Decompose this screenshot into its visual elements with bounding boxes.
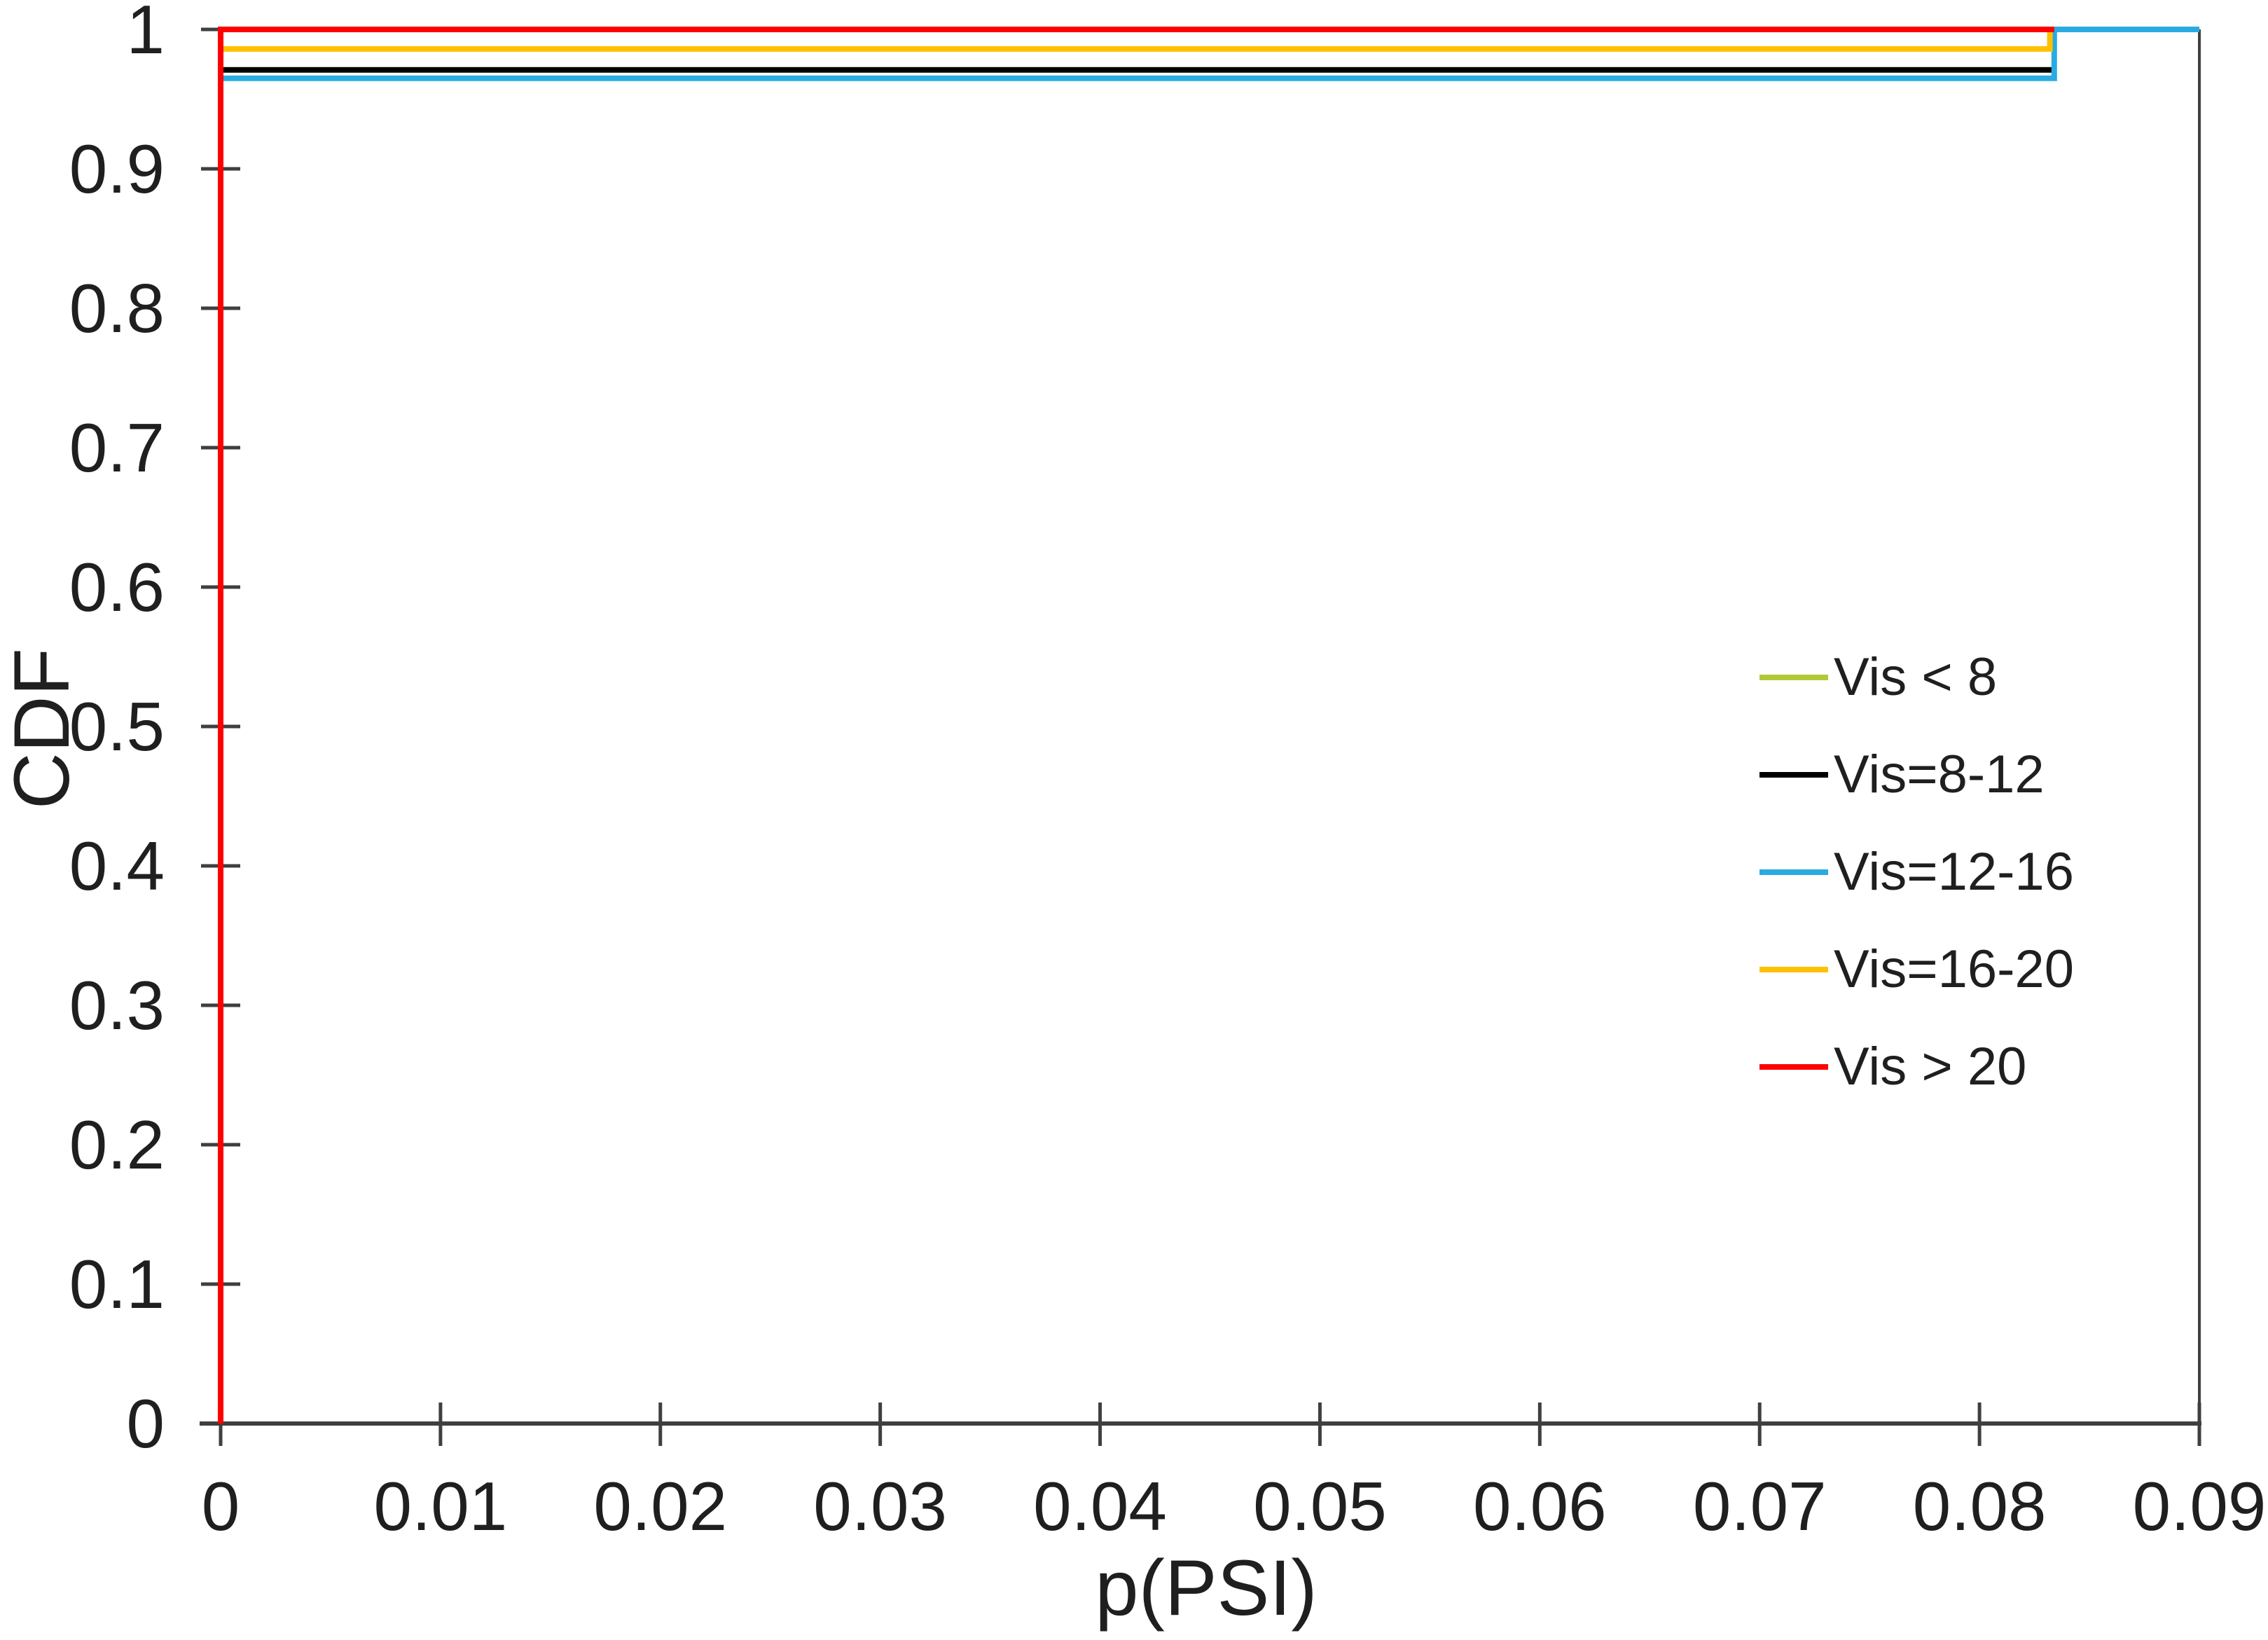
legend-label: Vis < 8 xyxy=(1834,647,1998,707)
x-tick-label: 0.09 xyxy=(2132,1468,2267,1545)
y-tick-label: 0.7 xyxy=(69,409,165,486)
legend-label: Vis > 20 xyxy=(1834,1036,2027,1096)
legend-label: Vis=12-16 xyxy=(1834,841,2074,902)
legend-line-swatch xyxy=(1759,869,1828,875)
x-tick-label: 0.08 xyxy=(1912,1468,2047,1545)
y-tick-label: 0.2 xyxy=(69,1106,165,1183)
x-tick-label: 0.02 xyxy=(593,1468,728,1545)
legend-line-swatch xyxy=(1759,674,1828,680)
legend-line-swatch xyxy=(1759,1063,1828,1070)
x-tick-label: 0.03 xyxy=(813,1468,948,1545)
x-tick-label: 0.07 xyxy=(1692,1468,1827,1545)
y-tick-label: 0.9 xyxy=(69,130,165,207)
legend-item: Vis < 8 xyxy=(1759,628,2074,726)
y-tick-label: 1 xyxy=(126,0,165,68)
y-tick-label: 0.5 xyxy=(69,688,165,765)
y-tick-label: 0.1 xyxy=(69,1246,165,1323)
y-tick-label: 0 xyxy=(126,1385,165,1462)
legend-item: Vis=12-16 xyxy=(1759,823,2074,921)
series-line-4 xyxy=(218,27,2054,1424)
legend-item: Vis > 20 xyxy=(1759,1018,2074,1115)
legend-item: Vis=16-20 xyxy=(1759,921,2074,1018)
legend-label: Vis=16-20 xyxy=(1834,939,2074,999)
y-tick-label: 0.6 xyxy=(69,549,165,626)
y-tick-label: 0.4 xyxy=(69,827,165,904)
legend-line-swatch xyxy=(1759,966,1828,972)
y-tick-label: 0.8 xyxy=(69,270,165,347)
legend-item: Vis=8-12 xyxy=(1759,726,2074,823)
x-axis-title: p(PSI) xyxy=(1095,1544,1318,1632)
x-tick-label: 0.05 xyxy=(1253,1468,1387,1545)
legend-line-swatch xyxy=(1759,771,1828,778)
legend: Vis < 8 Vis=8-12 Vis=12-16 Vis=16-20 Vis > 2… xyxy=(1759,628,2074,1115)
legend-label: Vis=8-12 xyxy=(1834,744,2045,804)
x-tick-label: 0 xyxy=(201,1468,240,1545)
x-tick-label: 0.04 xyxy=(1033,1468,1167,1545)
x-tick-label: 0.01 xyxy=(373,1468,508,1545)
x-tick-label: 0.06 xyxy=(1472,1468,1607,1545)
y-tick-label: 0.3 xyxy=(69,967,165,1044)
